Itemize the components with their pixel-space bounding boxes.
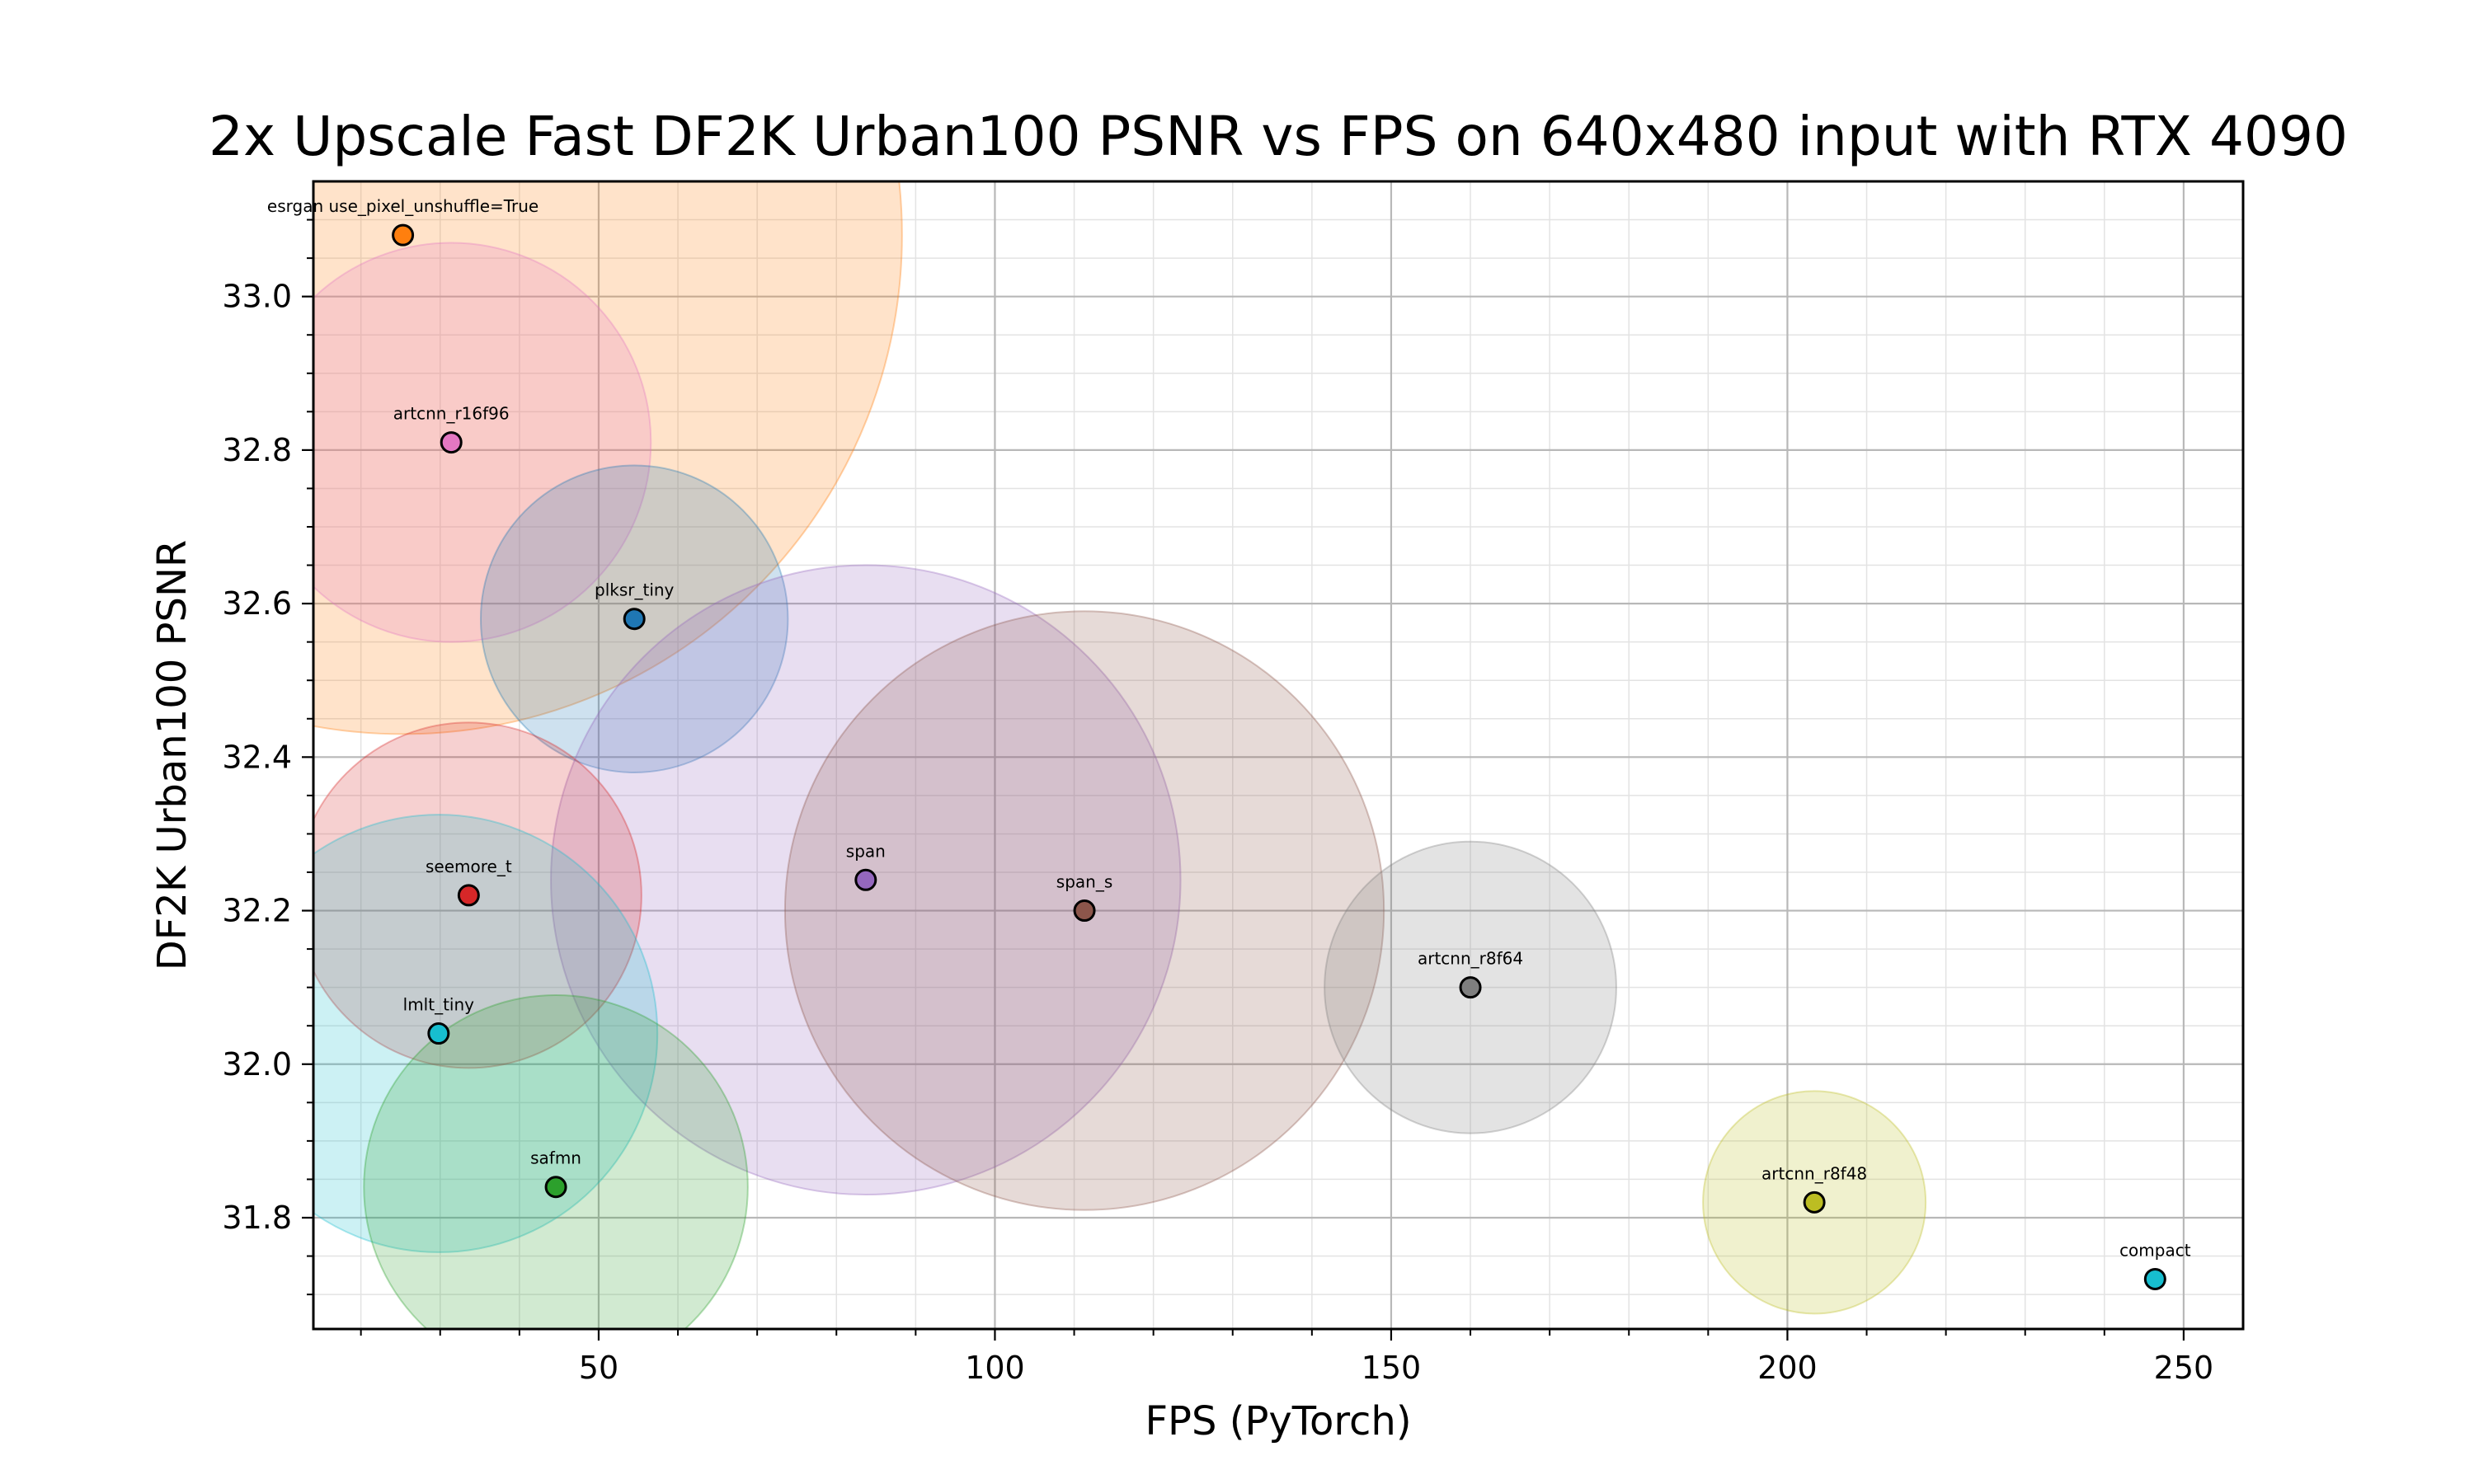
data-point [2143, 1267, 2166, 1290]
data-point [392, 223, 415, 247]
grid-layer [313, 181, 2243, 1329]
y-tick-label: 32.6 [222, 585, 292, 622]
y-tick-label: 32.4 [222, 739, 292, 775]
point-label: compact [2119, 1240, 2191, 1260]
chart-title: 2x Upscale Fast DF2K Urban100 PSNR vs FP… [209, 105, 2348, 168]
x-tick-label: 100 [965, 1350, 1025, 1386]
bubble-layer [313, 181, 1927, 1329]
y-tick-label: 32.2 [222, 893, 292, 929]
point-label: span [846, 841, 886, 861]
point-label: artcnn_r16f96 [393, 404, 510, 424]
data-point [544, 1176, 567, 1199]
data-point [440, 431, 463, 454]
y-tick-label: 33.0 [222, 279, 292, 315]
x-axis-label: FPS (PyTorch) [1145, 1398, 1411, 1444]
y-tick-label: 31.8 [222, 1200, 292, 1236]
bubble [313, 242, 652, 643]
y-tick-label: 32.0 [222, 1046, 292, 1082]
data-point [427, 1022, 450, 1045]
bubble [363, 994, 749, 1329]
point-label: artcnn_r8f64 [1418, 949, 1523, 969]
y-axis-label: DF2K Urban100 PSNR [149, 540, 195, 971]
point-label: plksr_tiny [595, 580, 675, 600]
x-tick-label: 150 [1362, 1350, 1422, 1386]
data-point [623, 608, 646, 631]
point-label: artcnn_r8f48 [1761, 1163, 1867, 1183]
point-label: lmlt_tiny [403, 995, 475, 1015]
bubble [313, 181, 903, 735]
point-label: span_s [1056, 872, 1112, 892]
data-point [854, 868, 877, 891]
data-point [1073, 899, 1096, 923]
x-tick-label: 50 [579, 1350, 618, 1386]
plot-area: 50 100 150 200 250 31.8 32.0 32.2 32.4 32.6 32.8 33… [222, 180, 2245, 1386]
bubble [313, 814, 659, 1253]
point-label: seemore_t [426, 857, 512, 876]
data-point [1803, 1190, 1826, 1214]
point-label: safmn [530, 1148, 581, 1168]
x-tick-label: 250 [2154, 1350, 2214, 1386]
x-tick-label: 200 [1757, 1350, 1818, 1386]
data-point [457, 884, 480, 907]
plot-frame [312, 180, 2245, 1331]
point-label: esrgan use_pixel_unshuffle=True [267, 196, 539, 216]
y-tick-label: 32.8 [222, 432, 292, 468]
data-point [1459, 976, 1482, 999]
